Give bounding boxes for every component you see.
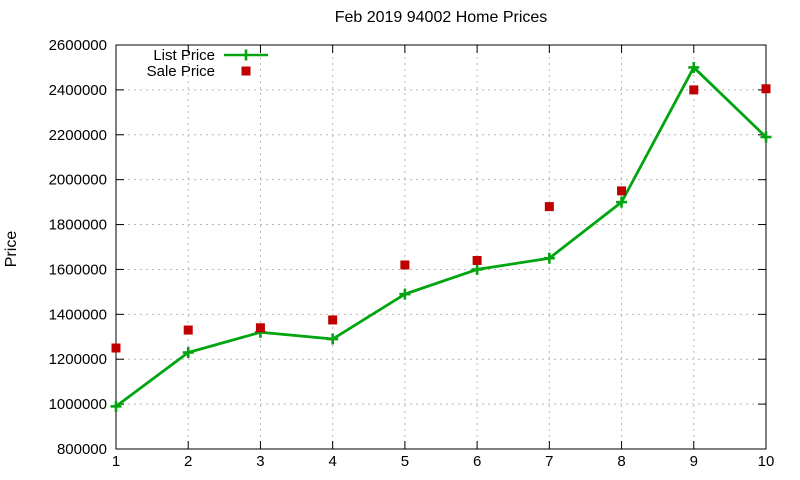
y-tick-label: 2000000 bbox=[49, 172, 107, 189]
series-line bbox=[115, 66, 767, 408]
square-marker bbox=[544, 202, 554, 212]
x-tick-label: 7 bbox=[545, 453, 553, 470]
legend-label-sale-price: Sale Price bbox=[146, 62, 215, 80]
x-tick-label: 1 bbox=[112, 453, 120, 470]
x-tick-label: 9 bbox=[690, 453, 698, 470]
legend-label-list-price: List Price bbox=[153, 46, 215, 64]
sale-price-marker-sample bbox=[223, 64, 269, 78]
square-marker bbox=[400, 260, 410, 270]
list-price-line-sample bbox=[223, 48, 269, 62]
square-marker bbox=[761, 84, 771, 94]
x-tick-label: 2 bbox=[184, 453, 192, 470]
x-tick-label: 5 bbox=[401, 453, 409, 470]
y-tick-label: 1400000 bbox=[49, 306, 107, 323]
square-marker bbox=[255, 323, 265, 333]
x-tick-label: 10 bbox=[758, 453, 775, 470]
square-marker-icon bbox=[241, 66, 251, 76]
y-tick-label: 1800000 bbox=[49, 217, 107, 234]
x-tick-label: 8 bbox=[617, 453, 625, 470]
y-tick-label: 2200000 bbox=[49, 127, 107, 144]
y-tick-label: 1600000 bbox=[49, 261, 107, 278]
square-marker bbox=[111, 343, 121, 353]
x-tick-label: 6 bbox=[473, 453, 481, 470]
y-tick-label: 1200000 bbox=[49, 351, 107, 368]
legend: List Price Sale Price bbox=[120, 46, 269, 80]
legend-row-sale-price: Sale Price bbox=[120, 62, 269, 80]
line-plus-icon bbox=[224, 49, 268, 61]
x-tick-label: 3 bbox=[256, 453, 264, 470]
legend-row-list-price: List Price bbox=[120, 46, 269, 64]
y-tick-label: 1000000 bbox=[49, 396, 107, 413]
y-tick-label: 2400000 bbox=[49, 82, 107, 99]
y-tick-label: 800000 bbox=[57, 441, 107, 458]
square-marker bbox=[689, 85, 699, 95]
plot-border bbox=[115, 44, 767, 450]
chart-title: Feb 2019 94002 Home Prices bbox=[334, 9, 548, 26]
x-tick-label: 4 bbox=[328, 453, 336, 470]
square-marker bbox=[472, 255, 482, 265]
y-tick-label: 2600000 bbox=[49, 37, 107, 54]
square-marker bbox=[617, 186, 627, 196]
square-marker bbox=[328, 315, 338, 325]
square-marker bbox=[183, 325, 193, 335]
